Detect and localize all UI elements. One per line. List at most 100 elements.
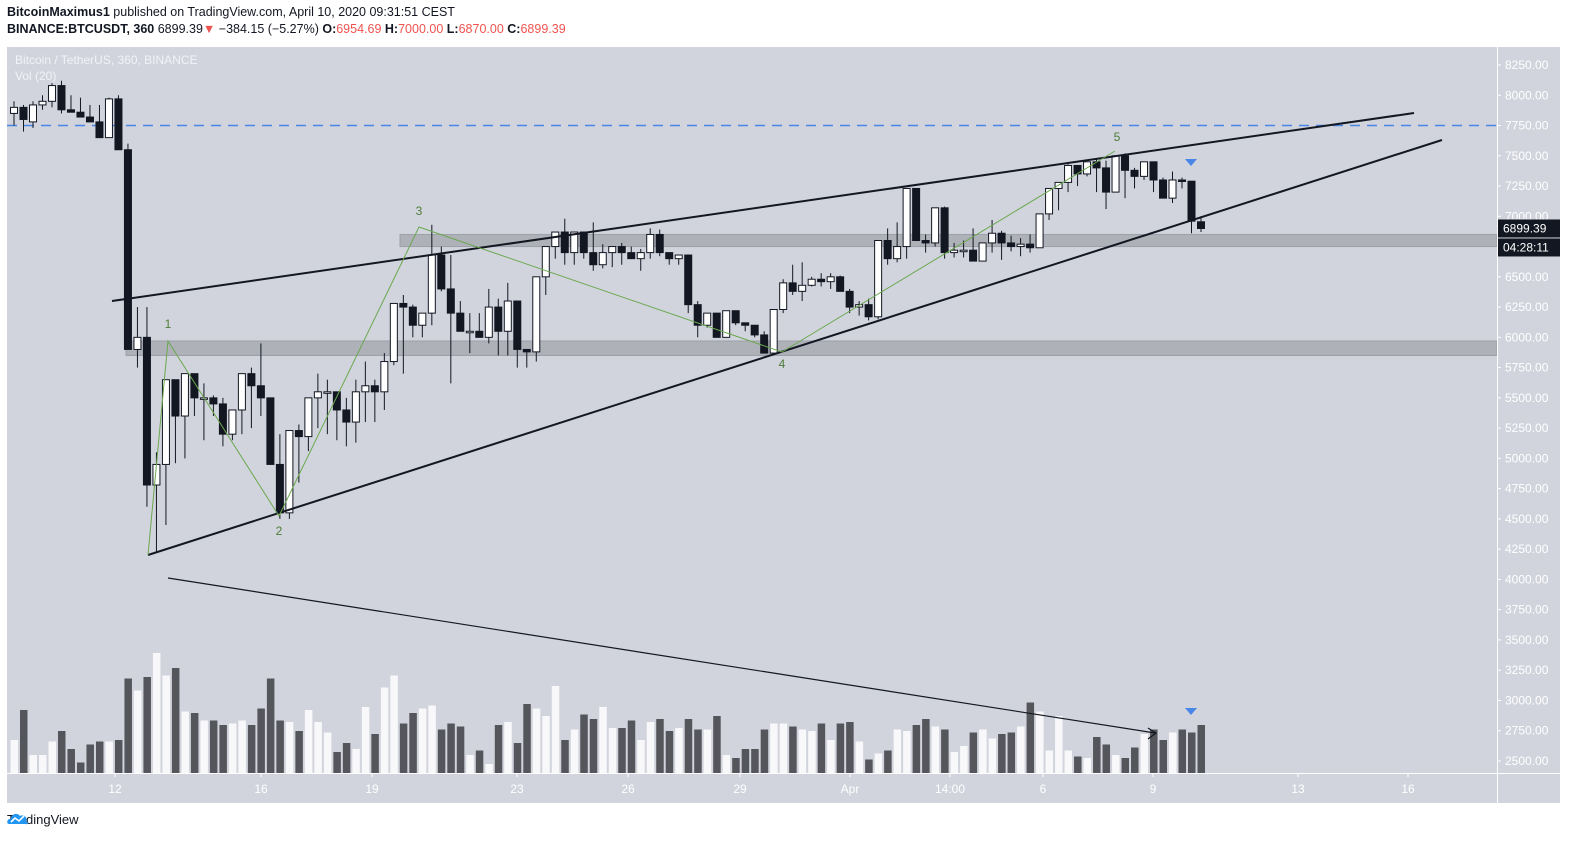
candle [864,304,873,318]
volume-bar [105,741,113,773]
author-name[interactable]: BitcoinMaximus1 [7,5,110,19]
volume-bar [247,725,256,773]
close-label: C: [507,22,521,36]
candle [570,231,579,254]
volume-decline-arrow[interactable] [167,577,1156,734]
volume-bar [190,713,199,773]
volume-bar [86,744,94,773]
volume-bar [665,731,674,773]
volume-bar [760,729,769,773]
low-value: 6870.00 [458,22,504,36]
volume-bar [865,759,873,773]
volume-bar [741,749,750,773]
candle [978,242,987,262]
volume-bar [855,741,864,773]
price-tick-label: 2750.00 [1505,724,1549,738]
tradingview-logo[interactable]: TradingView [7,812,79,827]
candle [750,324,759,336]
price-tick-label: 6250.00 [1505,300,1549,314]
candle [218,403,227,435]
candle [617,246,626,254]
low-label: L: [446,22,459,36]
volume-bar [789,726,797,773]
candle [209,397,218,405]
candle [266,397,275,465]
volume-bar [1045,750,1054,773]
open-value: 6954.69 [336,22,382,36]
volume-bar [1140,734,1149,773]
candle [1168,179,1177,199]
candle [389,302,398,363]
volume-bar [523,704,531,773]
wave-label-3: 3 [416,204,423,218]
volume-bar [542,716,550,773]
candle [817,278,826,283]
volume-bar [1074,756,1082,773]
price-tick-label: 2500.00 [1505,754,1549,768]
candle [285,430,294,514]
volume-bar [941,729,949,773]
high-value: 7000.00 [398,22,444,36]
chart-area[interactable]: 12 16 19 23 26 29 Apr 14:00 6 9 13 16 1 2 3 4 5 8250.00 80… [7,47,1560,803]
volume-bar [893,729,902,773]
candle [104,98,113,139]
volume-bar [228,723,237,773]
volume-bar [1131,747,1139,773]
candle [399,302,408,308]
elliott-wave-line[interactable] [147,150,1116,556]
candle [608,246,617,254]
price-tick-label: 4250.00 [1505,542,1549,556]
candle [722,310,731,338]
volume-bar [1026,702,1035,773]
countdown-tag [1498,238,1560,257]
candle [361,385,370,393]
volume-bar [200,720,208,773]
volume-bar [798,729,807,773]
candle [798,284,807,292]
volume-bar [874,753,883,773]
time-tick-label: 16 [254,782,268,796]
volume-bar [903,731,911,773]
price-tick-label: 5500.00 [1505,391,1549,405]
volume-bar [969,732,978,773]
price-tick-label: 3750.00 [1505,603,1549,617]
volume-bar [257,708,265,773]
time-axis[interactable] [7,773,1560,803]
candle [503,300,512,332]
volume-bar [1112,755,1120,773]
volume-bar [684,719,693,773]
candle [332,391,341,411]
candle [237,373,246,411]
volume-bar [950,752,959,773]
volume-bar [371,734,379,773]
price-tick-label: 4750.00 [1505,482,1549,496]
volume-bar [722,755,731,773]
wave-label-5: 5 [1114,130,1121,144]
price-tick-label: 6000.00 [1505,330,1549,344]
candle [969,249,978,262]
candle [1045,187,1054,215]
volume-bar [988,738,997,773]
arrow-head-icon [1147,727,1158,740]
candle [76,111,85,118]
candle [693,304,702,326]
candle [85,116,94,123]
candle [589,252,598,266]
volume-bar [209,720,218,773]
volume-bar [266,678,275,773]
candle [142,336,151,486]
volume-bar [1121,758,1130,773]
publish-info: published on TradingView.com, April 10, … [109,5,455,19]
candle [275,463,284,514]
volume-bar [133,690,142,773]
price-chart[interactable]: 12 16 19 23 26 29 Apr 14:00 6 9 13 16123458250.0080… [7,47,1560,803]
candle [826,276,835,283]
time-tick-label: 23 [510,782,524,796]
volume-bar [456,726,465,773]
down-triangle-marker-icon [1185,708,1197,715]
candle [370,385,379,393]
volume-bar [494,725,503,773]
symbol-line: BINANCE:BTCUSDT, 360 6899.39▼ −384.15 (−… [7,22,566,36]
wedge-lower-trendline[interactable] [147,139,1443,556]
wedge-upper-trendline[interactable] [111,112,1415,302]
